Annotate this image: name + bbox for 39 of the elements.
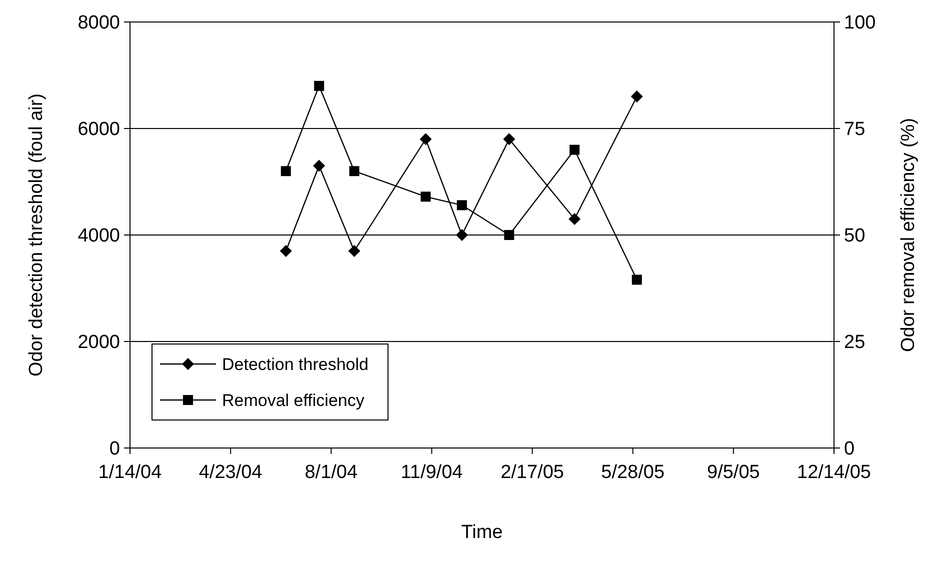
y-tick-label: 8000 [78,12,120,34]
x-tick-label: 2/17/05 [500,462,564,483]
point [280,244,292,257]
y-tick-label: 2000 [78,332,120,354]
y2-tick-label: 50 [844,226,866,247]
point [314,80,324,91]
y2-axis-title: Odor removal efficiency (%) [898,118,919,352]
y2-tick-label: 100 [844,12,876,34]
y-tick-label: 4000 [78,226,120,247]
x-tick-label: 4/23/04 [198,462,263,483]
y2-tick-label: 25 [844,332,866,354]
point [313,160,326,172]
x-tick-label: 1/14/04 [98,462,162,483]
x-tick-label: 9/5/05 [707,462,760,483]
point [349,166,360,176]
point [456,229,468,241]
x-tick-label: 5/28/05 [601,462,665,483]
point [456,200,467,210]
y2-tick-label: 0 [844,438,855,460]
point [570,144,580,155]
y2-tick-label: 75 [844,119,866,140]
y-axis-title: Odor detection threshold (foul air) [26,93,47,377]
x-tick-label: 12/14/05 [797,462,871,483]
x-axis-title: Time [461,522,503,543]
point [280,166,291,176]
y-tick-label: 0 [109,438,120,460]
point [568,213,581,226]
point [503,133,516,146]
point [420,192,431,202]
point [630,90,643,103]
y-tick-label: 6000 [78,119,120,140]
legend-label: Removal efficiency [222,390,365,410]
point [504,230,514,240]
x-tick-label: 11/9/04 [400,462,464,483]
point [632,274,642,285]
point [420,133,432,146]
point [348,244,360,257]
x-tick-label: 8/1/04 [304,462,358,483]
legend-label: Detection threshold [222,354,368,374]
